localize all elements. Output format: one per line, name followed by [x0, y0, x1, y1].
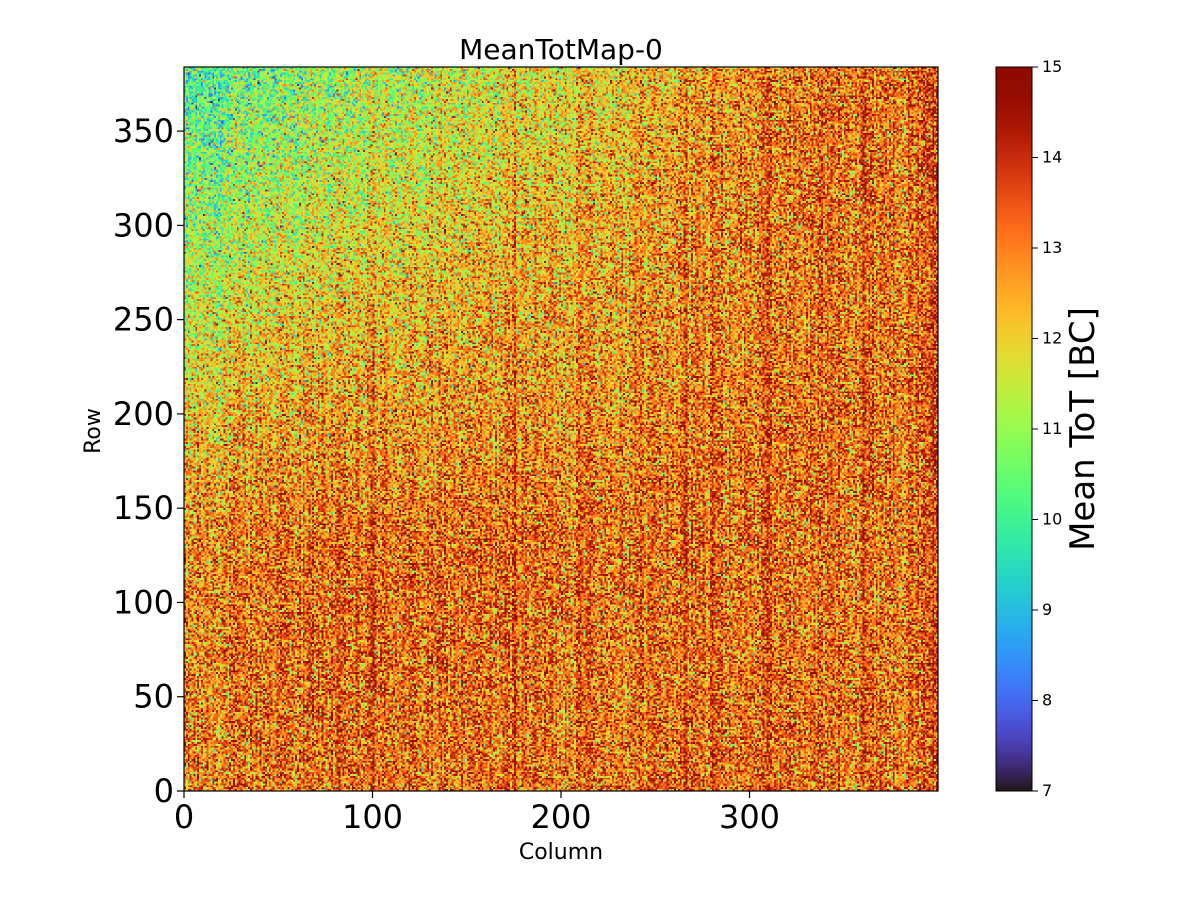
x-tick-label: 200	[530, 798, 591, 836]
y-tick-label: 300	[113, 206, 174, 244]
colorbar-label: Mean ToT [BC]	[1063, 307, 1103, 551]
colorbar-ticks: 7 8 9 10 11 12 13 14 15	[1032, 57, 1062, 800]
y-axis-label: Row	[81, 408, 106, 454]
colorbar-tick-label: 8	[1042, 691, 1052, 710]
colorbar-tick-label: 14	[1042, 148, 1062, 167]
x-tick-label: 0	[174, 798, 194, 836]
x-axis-label: Column	[519, 840, 603, 865]
colorbar-tick-label: 13	[1042, 238, 1062, 257]
colorbar-gradient	[996, 67, 1032, 791]
colorbar-tick-label: 9	[1042, 600, 1052, 619]
heatmap-frame	[183, 66, 939, 792]
y-axis-ticks: 0 50 100 150 200 250 300 350	[113, 112, 184, 810]
colorbar-tick-label: 10	[1042, 510, 1062, 529]
colorbar-tick-label: 7	[1042, 781, 1052, 800]
x-axis-ticks: 0 100 200 300	[174, 791, 780, 836]
y-tick-label: 100	[113, 583, 174, 621]
chart-title: MeanTotMap-0	[459, 33, 663, 66]
y-tick-label: 250	[113, 301, 174, 339]
colorbar-tick-label: 12	[1042, 329, 1062, 348]
x-tick-label: 100	[342, 798, 403, 836]
y-tick-label: 200	[113, 395, 174, 433]
heatmap-image	[184, 67, 938, 791]
y-tick-label: 150	[113, 489, 174, 527]
y-tick-label: 50	[133, 678, 174, 716]
y-tick-label: 0	[154, 772, 174, 810]
x-tick-label: 300	[719, 798, 780, 836]
colorbar-tick-label: 11	[1042, 419, 1062, 438]
colorbar-tick-label: 15	[1042, 57, 1062, 76]
y-tick-label: 350	[113, 112, 174, 150]
colorbar-frame	[995, 66, 1033, 792]
